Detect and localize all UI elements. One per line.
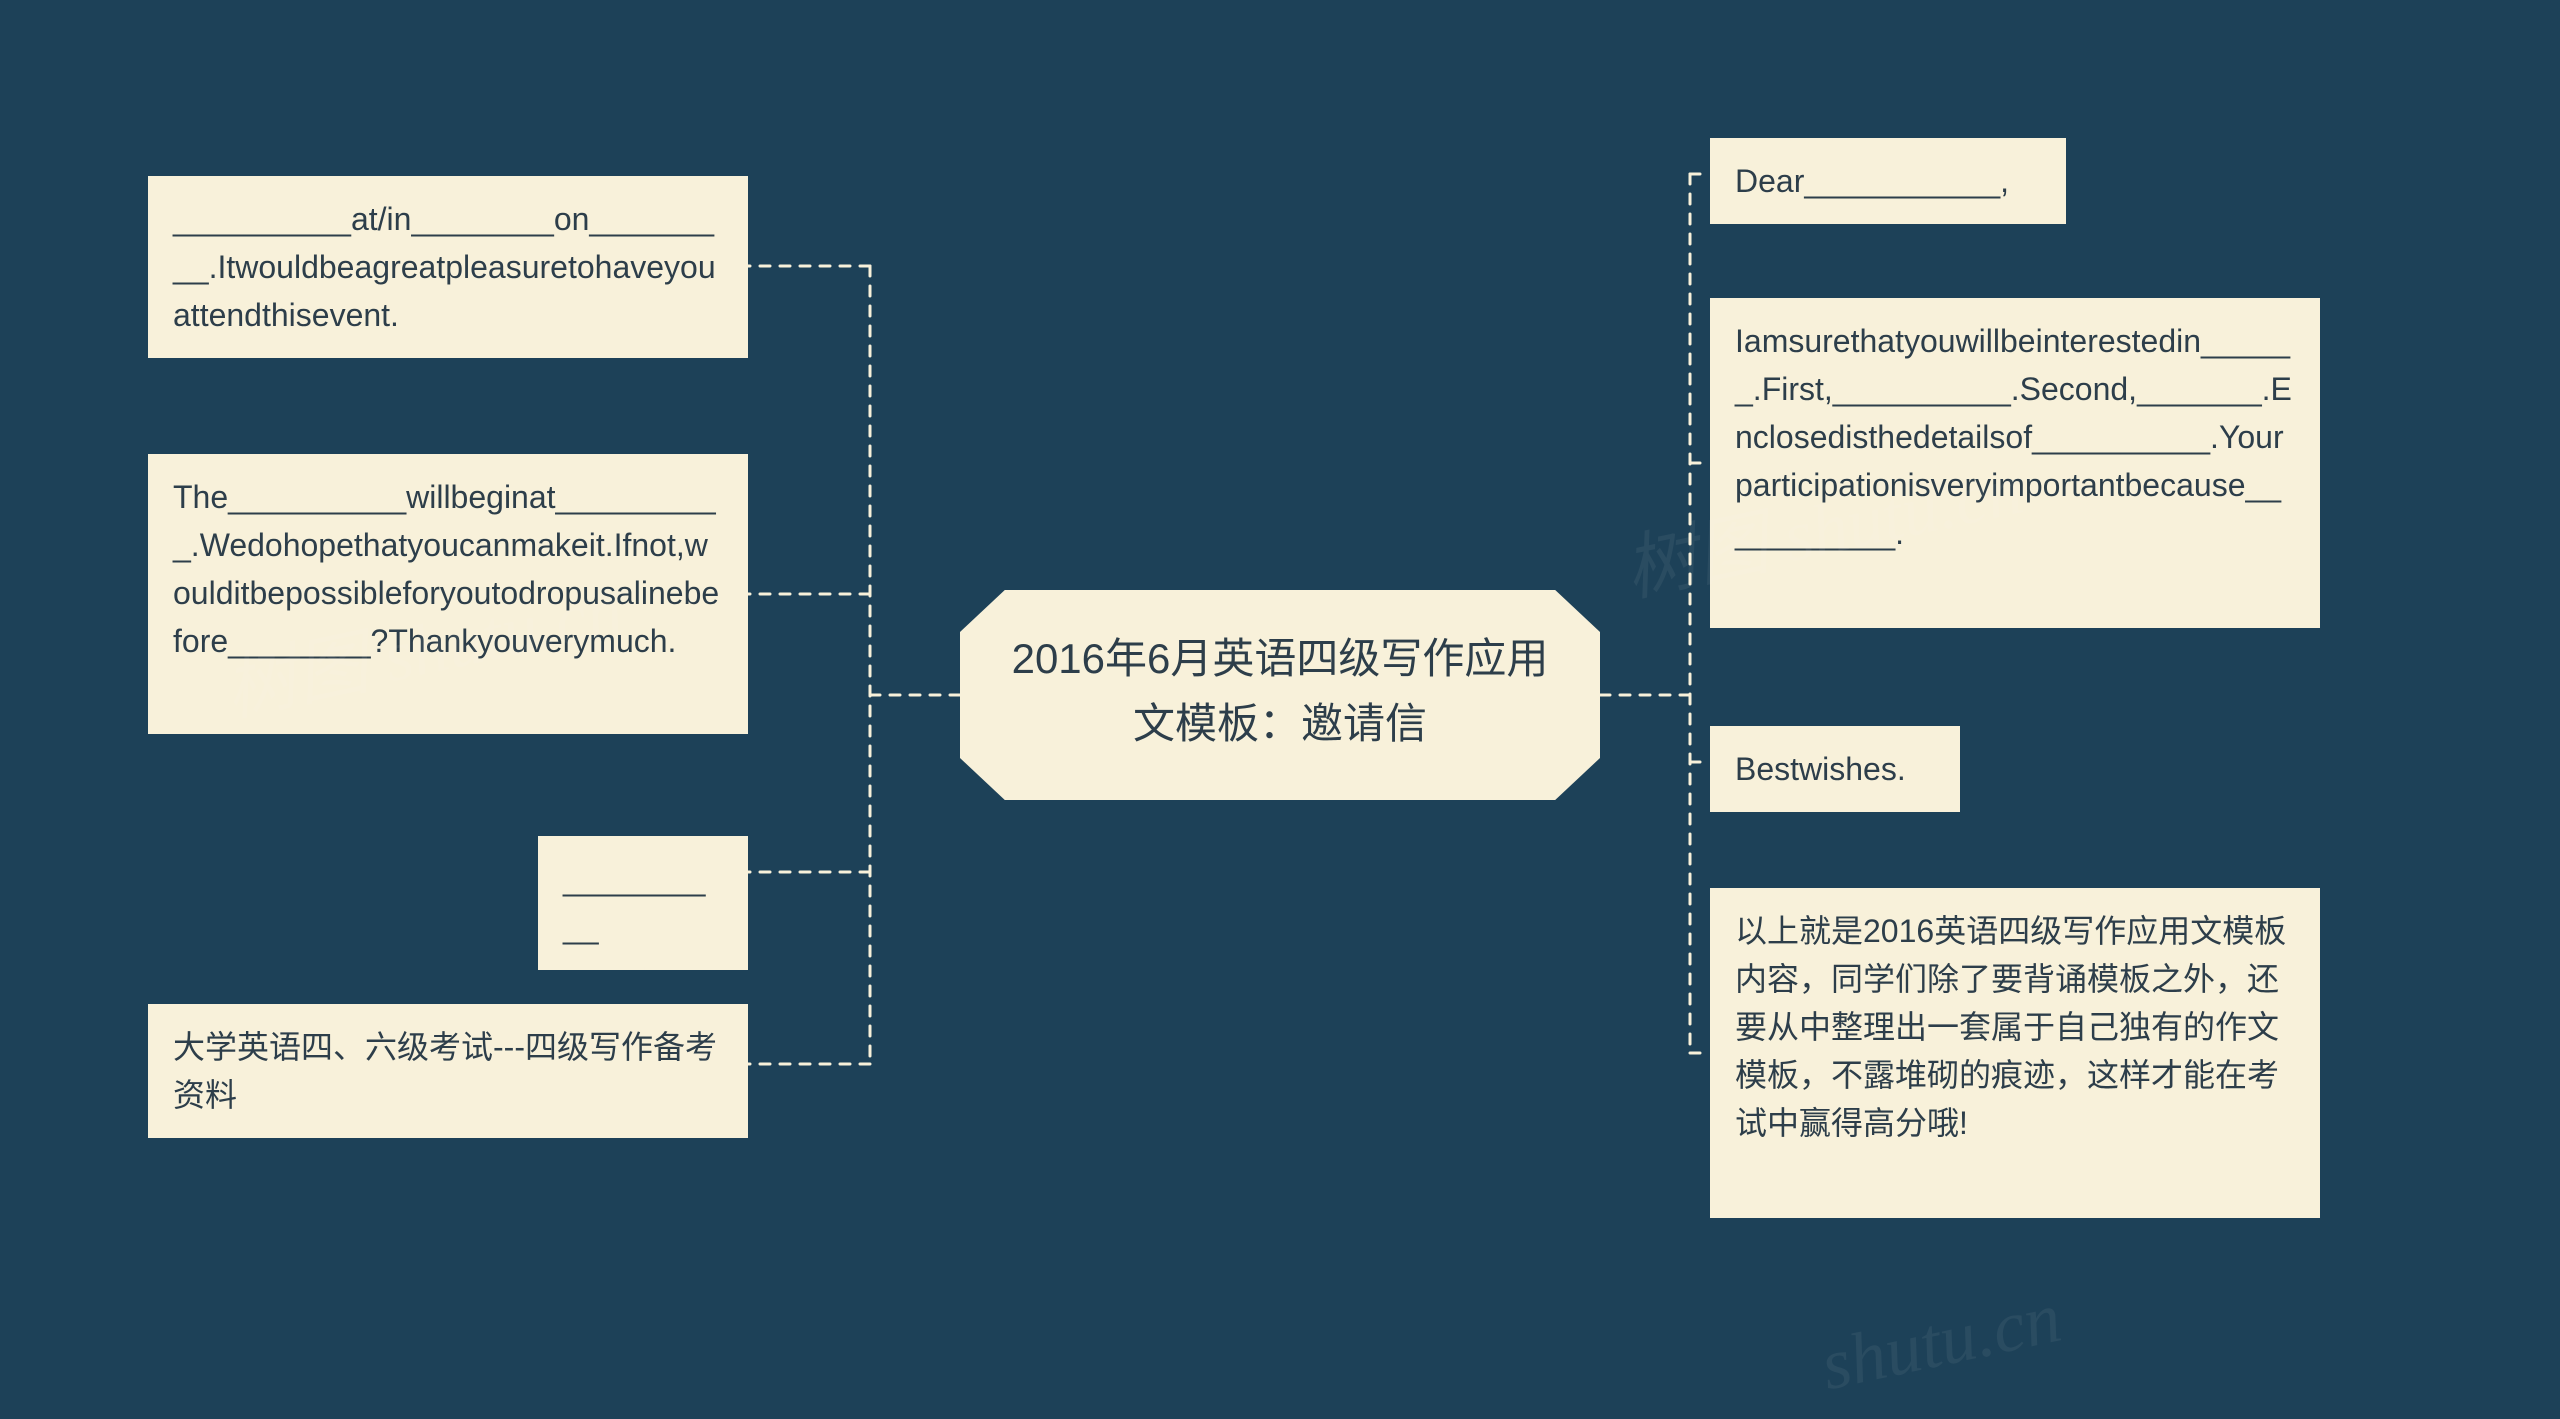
right-node-2: Iamsurethatyouwillbeinterestedin______.F… <box>1710 298 2320 628</box>
right-node-1: Dear___________, <box>1710 138 2066 224</box>
right-node-4: 以上就是2016英语四级写作应用文模板内容，同学们除了要背诵模板之外，还要从中整… <box>1710 888 2320 1218</box>
left-node-4: 大学英语四、六级考试---四级写作备考资料 <box>148 1004 748 1138</box>
right-node-3: Bestwishes. <box>1710 726 1960 812</box>
watermark: shutu.cn <box>1814 1276 2068 1407</box>
left-node-1: __________at/in________on_________.Itwou… <box>148 176 748 358</box>
left-node-2: The__________willbeginat__________.Wedoh… <box>148 454 748 734</box>
center-node: 2016年6月英语四级写作应用文模板：邀请信 <box>960 590 1600 800</box>
left-node-3: __________ <box>538 836 748 970</box>
